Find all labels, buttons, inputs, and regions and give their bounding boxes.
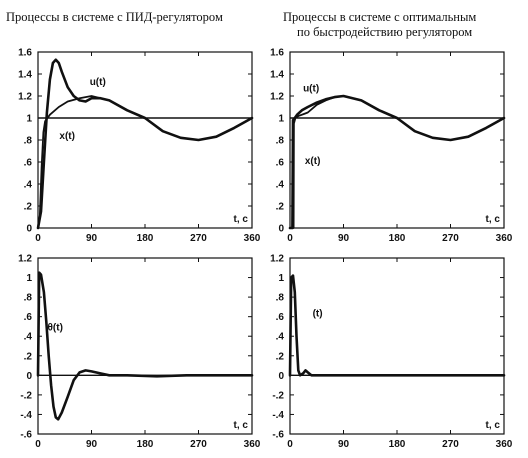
series-line — [36, 58, 254, 230]
x-tick-label: 90 — [86, 439, 98, 450]
y-tick-label: .6 — [24, 158, 33, 169]
chart-panel-top-left: 0 90 180 270 360 0 .2 .4 .6 .8 1 1.2 1.4 1.6 t, c u(t) x… — [18, 48, 261, 245]
series-line — [288, 274, 506, 377]
y-tick-label: .4 — [24, 180, 33, 191]
x-tick-label: 0 — [35, 233, 41, 244]
y-tick-label: .6 — [276, 158, 285, 169]
y-tick-label: .6 — [24, 312, 33, 323]
x-tick-label: 270 — [442, 233, 459, 244]
x-tick-label: 270 — [442, 439, 459, 450]
x-tick-label: 360 — [244, 439, 261, 450]
x-tick-label: 270 — [190, 233, 207, 244]
y-tick-label: 1 — [278, 114, 284, 125]
x-tick-label: 270 — [190, 439, 207, 450]
y-tick-label: .8 — [24, 293, 33, 304]
x-tick-label: 180 — [389, 233, 406, 244]
y-tick-label: 1.6 — [270, 48, 284, 59]
y-tick-label: -.4 — [272, 410, 284, 421]
x-tick-label: 360 — [496, 233, 513, 244]
series-line — [288, 94, 506, 230]
plot-frame — [37, 257, 253, 435]
y-tick-label: .4 — [24, 332, 33, 343]
x-tick-label: 180 — [389, 439, 406, 450]
x-tick-label: 180 — [137, 439, 154, 450]
curve-label: θ(t) — [48, 322, 63, 333]
x-axis-label: t, c — [234, 420, 249, 431]
y-tick-label: .8 — [276, 293, 285, 304]
y-tick-label: 1 — [26, 273, 32, 284]
y-tick-label: 1.4 — [270, 70, 284, 81]
y-tick-label: .8 — [24, 136, 33, 147]
y-tick-label: 1.6 — [18, 48, 32, 59]
curve-label: u(t) — [303, 84, 319, 95]
left-column-title: Процессы в системе с ПИД-регулятором — [6, 10, 223, 24]
y-tick-label: .6 — [276, 312, 285, 323]
x-tick-label: 0 — [287, 439, 293, 450]
y-tick-label: -.6 — [272, 430, 284, 441]
x-axis-label: t, c — [486, 214, 501, 225]
y-tick-label: 1.2 — [18, 254, 32, 265]
y-tick-label: 1 — [278, 273, 284, 284]
curve-label: x(t) — [59, 131, 75, 142]
series-line — [289, 95, 505, 229]
chart-panel-bottom-right: 0 90 180 270 360 -.6 -.4 -.2 0 .2 .4 .6 .8 1 1.2 t, c (t… — [270, 254, 513, 451]
x-tick-label: 180 — [137, 233, 154, 244]
y-tick-label: -.6 — [20, 430, 32, 441]
y-tick-label: .4 — [276, 180, 285, 191]
y-tick-label: 1.4 — [18, 70, 32, 81]
series-line — [37, 95, 253, 229]
y-tick-label: 1.2 — [270, 254, 284, 265]
y-tick-label: .2 — [24, 202, 33, 213]
y-tick-label: 0 — [26, 371, 32, 382]
right-column-title-line2: по быстродействию регулятором — [297, 25, 473, 39]
y-tick-label: .2 — [24, 351, 33, 362]
y-tick-label: 1 — [26, 114, 32, 125]
x-tick-label: 90 — [338, 439, 350, 450]
chart-panel-bottom-left: 0 90 180 270 360 -.6 -.4 -.2 0 .2 .4 .6 .8 1 1.2 t, c θ(… — [18, 254, 261, 451]
plot-frame — [289, 257, 505, 435]
y-tick-label: 0 — [26, 224, 32, 235]
y-tick-label: 1.2 — [270, 92, 284, 103]
y-tick-label: .2 — [276, 202, 285, 213]
y-tick-label: 1.2 — [18, 92, 32, 103]
x-axis-label: t, c — [234, 214, 249, 225]
right-column-title-line1: Процессы в системе с оптимальным — [283, 10, 477, 24]
curve-label: x(t) — [305, 156, 321, 167]
y-tick-label: -.2 — [272, 390, 284, 401]
y-tick-label: -.2 — [20, 390, 32, 401]
x-tick-label: 0 — [287, 233, 293, 244]
plot-frame — [289, 51, 505, 229]
y-tick-label: 0 — [278, 224, 284, 235]
x-tick-label: 90 — [86, 233, 98, 244]
y-tick-label: 0 — [278, 371, 284, 382]
y-tick-label: .2 — [276, 351, 285, 362]
chart-panel-top-right: 0 90 180 270 360 0 .2 .4 .6 .8 1 1.2 1.4 1.6 t, c u(t) x… — [270, 48, 513, 245]
x-axis-label: t, c — [486, 420, 501, 431]
x-tick-label: 0 — [35, 439, 41, 450]
curve-label: u(t) — [90, 77, 106, 88]
x-tick-label: 90 — [338, 233, 350, 244]
x-tick-label: 360 — [244, 233, 261, 244]
y-tick-label: -.4 — [20, 410, 32, 421]
y-tick-label: .4 — [276, 332, 285, 343]
x-tick-label: 360 — [496, 439, 513, 450]
curve-label: (t) — [313, 309, 323, 320]
y-tick-label: .8 — [276, 136, 285, 147]
series-line — [36, 271, 254, 421]
